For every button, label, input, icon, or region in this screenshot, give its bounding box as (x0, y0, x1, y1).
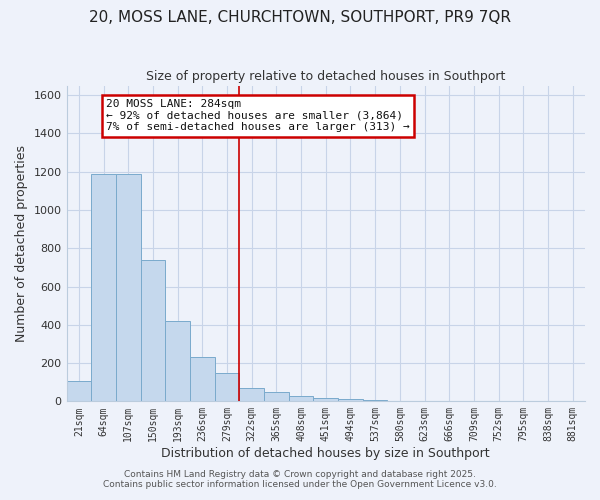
Bar (67, 381, 91, 402)
Bar (116, 174, 140, 402)
Bar (190, 358, 215, 402)
Bar (91, 174, 116, 402)
Bar (215, 372, 239, 402)
Bar (264, 392, 289, 402)
Bar (363, 400, 388, 402)
Y-axis label: Number of detached properties: Number of detached properties (15, 145, 28, 342)
Text: 20 MOSS LANE: 284sqm
← 92% of detached houses are smaller (3,864)
7% of semi-det: 20 MOSS LANE: 284sqm ← 92% of detached h… (106, 99, 410, 132)
X-axis label: Distribution of detached houses by size in Southport: Distribution of detached houses by size … (161, 447, 490, 460)
Bar (239, 388, 264, 402)
Bar (289, 396, 313, 402)
Bar (313, 398, 338, 402)
Title: Size of property relative to detached houses in Southport: Size of property relative to detached ho… (146, 70, 505, 83)
Bar (165, 321, 190, 402)
Bar (338, 400, 363, 402)
Text: Contains HM Land Registry data © Crown copyright and database right 2025.
Contai: Contains HM Land Registry data © Crown c… (103, 470, 497, 489)
Text: 20, MOSS LANE, CHURCHTOWN, SOUTHPORT, PR9 7QR: 20, MOSS LANE, CHURCHTOWN, SOUTHPORT, PR… (89, 10, 511, 25)
Bar (140, 260, 165, 402)
